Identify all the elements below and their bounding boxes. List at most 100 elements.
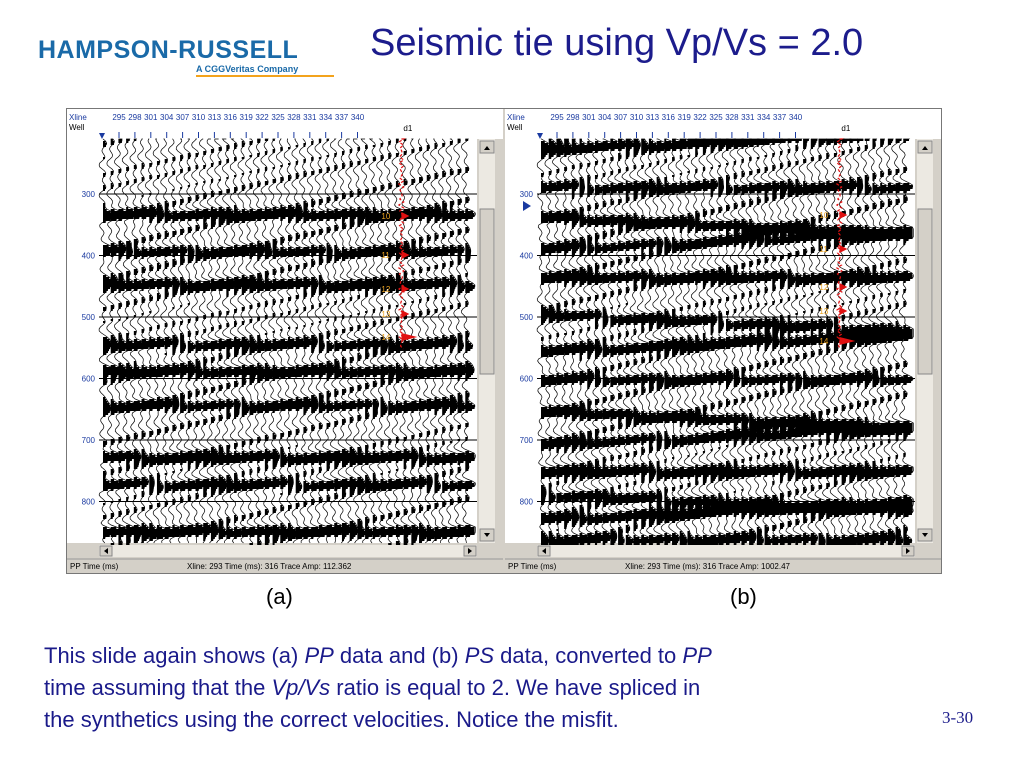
seismic-trace-fill: [594, 141, 605, 545]
seismic-panel-a: Xline Well 295 298 301 304 307 310 313 316 319 322 3…: [67, 109, 503, 573]
seismic-trace: [245, 138, 260, 544]
seismic-trace-fill: [126, 139, 136, 545]
seismic-trace-fill: [695, 139, 705, 545]
seismic-trace-fill: [672, 139, 682, 545]
status-axis-label: PP Time (ms): [508, 562, 557, 571]
xline-tick-label: 334: [757, 113, 771, 122]
status-bar: [505, 559, 941, 573]
seismic-trace-fill: [633, 139, 643, 545]
seismic-trace: [461, 138, 476, 544]
seismic-trace: [206, 138, 222, 544]
xline-tick-label: 337: [335, 113, 349, 122]
seismic-trace: [353, 138, 368, 544]
seismic-trace-fill: [687, 139, 697, 545]
xline-tick-label: 316: [224, 113, 238, 122]
xline-tick-label: 337: [773, 113, 787, 122]
horizon-label: 13: [381, 310, 390, 319]
seismic-trace-fill: [180, 155, 190, 537]
seismic-trace-fill: [419, 147, 429, 543]
seismic-trace-fill: [764, 139, 774, 545]
seismic-trace-fill: [434, 143, 444, 541]
horizon-label: 10: [819, 211, 828, 220]
seismic-trace: [221, 138, 237, 544]
well-marker-label: d1: [841, 124, 850, 133]
xline-tick-label: 328: [287, 113, 301, 122]
arrow-up-icon: [484, 146, 490, 150]
horizon-marker: [839, 337, 856, 345]
horizontal-scrollbar[interactable]: [99, 545, 477, 557]
xline-tick-label: 307: [176, 113, 190, 122]
seismic-trace-fill: [749, 139, 759, 545]
seismic-trace-fill: [118, 139, 128, 545]
slide-body-text: This slide again shows (a) PP data and (…: [44, 643, 712, 732]
xline-tick-label: 313: [208, 113, 222, 122]
seismic-trace-fill: [710, 139, 720, 545]
vertical-scroll-thumb[interactable]: [917, 208, 933, 375]
seismic-trace-fill: [803, 139, 813, 545]
seismic-display-window: Xline Well 295 298 301 304 307 310 313 316 319 322 3…: [66, 108, 942, 574]
seismic-trace-fill: [203, 151, 213, 541]
horizon-label: 13: [819, 307, 828, 316]
well-header-label: Well: [69, 123, 85, 132]
time-pointer-marker: [523, 201, 531, 211]
seismic-trace-fill: [772, 139, 782, 545]
xline-tick-label: 295: [112, 113, 126, 122]
horizontal-scrollbar[interactable]: [537, 545, 915, 557]
xline-tick-label: 319: [240, 113, 254, 122]
seismic-trace-fill: [541, 141, 551, 545]
vertical-scroll-thumb[interactable]: [479, 208, 495, 375]
seismic-trace: [106, 138, 122, 544]
seismic-trace-fill: [556, 139, 566, 545]
seismic-trace-fill: [849, 139, 859, 545]
horizon-marker: [839, 283, 848, 291]
seismic-trace-fill: [365, 145, 375, 539]
seismic-trace-fill: [826, 139, 836, 545]
seismic-trace-fill: [465, 139, 475, 537]
seismic-trace-fill: [810, 139, 821, 545]
horizon-label: 12: [819, 283, 828, 292]
seismic-trace-fill: [164, 159, 174, 539]
seismic-trace-fill: [210, 149, 221, 541]
time-tick-label: 600: [82, 375, 96, 384]
seismic-trace-fill: [442, 143, 452, 539]
horizon-marker: [401, 285, 410, 293]
seismic-trace-fill: [741, 139, 751, 545]
seismic-trace: [414, 138, 430, 544]
xline-tick-label: 325: [271, 113, 285, 122]
seismic-trace: [214, 138, 229, 544]
seismic-trace: [322, 138, 337, 544]
seismic-trace: [384, 138, 399, 544]
seismic-trace-fill: [195, 153, 205, 537]
seismic-trace-fill: [625, 139, 636, 545]
seismic-trace-fill: [587, 141, 597, 545]
seismic-trace-fill: [411, 149, 421, 545]
logo-wordmark: HAMPSON-RUSSELL: [38, 36, 299, 64]
time-tick-label: 400: [82, 252, 96, 261]
horizon-marker: [401, 212, 410, 220]
xline-tick-label: 325: [709, 113, 723, 122]
time-tick-label: 800: [82, 498, 96, 507]
seismic-trace-fill: [249, 141, 259, 545]
seismic-trace-fill: [303, 143, 313, 539]
seismic-trace-fill: [172, 157, 182, 537]
seismic-trace-fill: [103, 141, 113, 539]
caption-a: (a): [266, 584, 293, 609]
seismic-trace-fill: [602, 141, 612, 545]
seismic-trace: [345, 138, 361, 544]
xline-tick-label: 316: [662, 113, 676, 122]
seismic-trace-fill: [702, 139, 713, 545]
time-tick-label: 500: [82, 313, 96, 322]
seismic-trace-fill: [787, 139, 797, 545]
horizon-label: 14: [381, 333, 390, 342]
seismic-trace-fill: [857, 139, 867, 545]
horizon-label: 14: [819, 337, 828, 346]
seismic-trace-fill: [887, 139, 898, 545]
seismic-trace-fill: [656, 141, 666, 545]
seismic-trace: [114, 138, 129, 544]
horizon-marker: [401, 310, 410, 318]
seismic-trace: [276, 138, 291, 544]
seismic-trace-fill: [357, 147, 367, 539]
arrow-left-icon: [542, 548, 546, 554]
seismic-trace-fill: [903, 139, 913, 545]
